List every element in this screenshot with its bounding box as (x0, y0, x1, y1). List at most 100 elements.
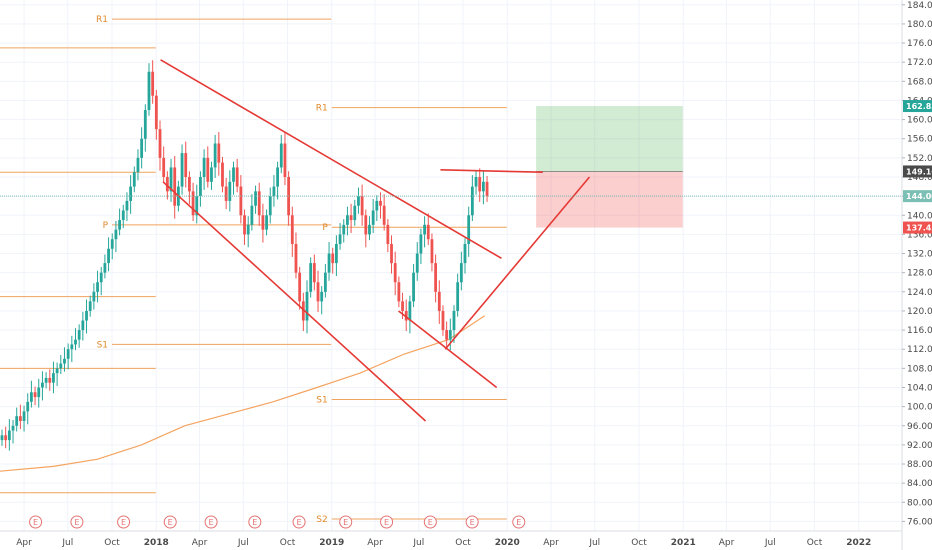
candle-body (59, 363, 63, 369)
pivot-label: R1 (316, 104, 328, 114)
time-tick-label: Apr (16, 538, 32, 548)
time-tick-label: Oct (807, 538, 823, 548)
time-tick-label: Apr (367, 538, 383, 548)
candle-body (37, 387, 41, 398)
earnings-marker[interactable] (292, 515, 306, 529)
earnings-marker[interactable] (380, 515, 394, 529)
earnings-marker[interactable] (423, 515, 437, 529)
candle-body (309, 263, 313, 292)
price-axis-bg (902, 0, 932, 550)
earnings-marker-label: E (470, 518, 475, 527)
trendline[interactable] (162, 181, 427, 422)
time-tick-label: Jul (412, 538, 424, 548)
price-badge[interactable] (903, 100, 932, 113)
candle-body (481, 181, 485, 192)
moving-average (0, 315, 486, 472)
trendline[interactable] (398, 310, 498, 389)
price-tick-label: 88.00 (907, 460, 932, 470)
trendline[interactable] (444, 176, 591, 350)
earnings-marker[interactable] (204, 515, 218, 529)
trendlines[interactable] (160, 59, 591, 422)
price-tick-label: 160.00 (907, 116, 932, 126)
price-badge[interactable] (903, 165, 932, 178)
candle-body (254, 191, 257, 206)
candle-body (243, 215, 246, 235)
candle-body (375, 200, 379, 211)
candle-body (221, 162, 224, 187)
time-tick-label: 2022 (846, 538, 871, 548)
candle-body (283, 143, 287, 177)
candle-body (66, 349, 70, 359)
time-tick-label: Jul (61, 538, 73, 548)
pivot-label: S2 (316, 515, 327, 525)
candle-body (445, 330, 449, 340)
trendline[interactable] (160, 59, 502, 260)
earnings-marker-label: E (168, 518, 173, 527)
price-badge[interactable] (903, 221, 932, 234)
candle-body (316, 282, 320, 302)
earnings-marker[interactable] (339, 515, 353, 529)
candle-body (368, 224, 371, 235)
candle-body (408, 301, 412, 321)
trendline[interactable] (440, 169, 543, 174)
profit-zone[interactable] (536, 106, 683, 172)
candle-body (15, 416, 19, 426)
candle-body (224, 186, 228, 201)
pivot-label: R1 (96, 15, 108, 25)
candle-body (118, 220, 121, 230)
earnings-marker[interactable] (465, 515, 479, 529)
time-tick-label: Oct (280, 538, 296, 548)
candle-body (430, 239, 434, 264)
candle-body (92, 291, 96, 302)
candle-body (199, 177, 202, 197)
candle-body (257, 191, 261, 216)
earnings-marker[interactable] (117, 515, 131, 529)
price-axis[interactable]: 76.00 80.00 84.00 88.00 92.00 96.00 100.00 104.… (901, 0, 932, 550)
candle-body (70, 344, 74, 350)
candle-body (48, 377, 52, 383)
candle-body (397, 282, 401, 302)
earnings-marker-label: E (428, 518, 433, 527)
earnings-marker[interactable] (163, 515, 177, 529)
earnings-marker[interactable] (248, 515, 262, 529)
candle-body (246, 224, 250, 235)
candle-body (55, 368, 59, 374)
candle-body (140, 138, 144, 158)
earnings-marker[interactable] (512, 515, 526, 529)
candle-body (423, 224, 426, 235)
candle-body (331, 253, 335, 264)
price-tick-label: 180.00 (907, 20, 932, 30)
candle-body (338, 234, 342, 244)
candle-body (165, 177, 169, 192)
candle-body (290, 215, 294, 244)
long-position-tool[interactable] (536, 106, 683, 228)
time-axis[interactable]: Apr Jul Oct 2018 Apr Jul Oct 2019 Apr Jul Oct 2020 A… (0, 530, 932, 548)
price-badge[interactable] (903, 190, 932, 203)
candle-body (323, 272, 327, 292)
loss-zone[interactable] (536, 171, 683, 228)
earnings-marker[interactable] (70, 515, 84, 529)
candle-body (371, 210, 375, 225)
candle-body (96, 282, 99, 292)
candle-body (364, 215, 368, 235)
candle-body (125, 200, 129, 211)
candle-body (456, 282, 460, 311)
time-tick-label: Apr (192, 538, 208, 548)
candle-body (419, 234, 423, 254)
earnings-marker-label: E (74, 518, 79, 527)
candle-body (232, 167, 235, 182)
candle-body (103, 263, 107, 273)
price-tick-label: 148.00 (907, 173, 932, 183)
candle-body (217, 143, 221, 163)
candle-body (239, 186, 243, 216)
price-tick-label: 116.00 (907, 326, 932, 336)
time-tick-label: Oct (104, 538, 120, 548)
candle-body (63, 358, 66, 364)
candle-body (452, 310, 456, 331)
candle-body (44, 377, 48, 383)
candle-body (478, 177, 482, 192)
earnings-marker[interactable] (29, 515, 43, 529)
price-tick-label: 140.00 (907, 211, 932, 221)
